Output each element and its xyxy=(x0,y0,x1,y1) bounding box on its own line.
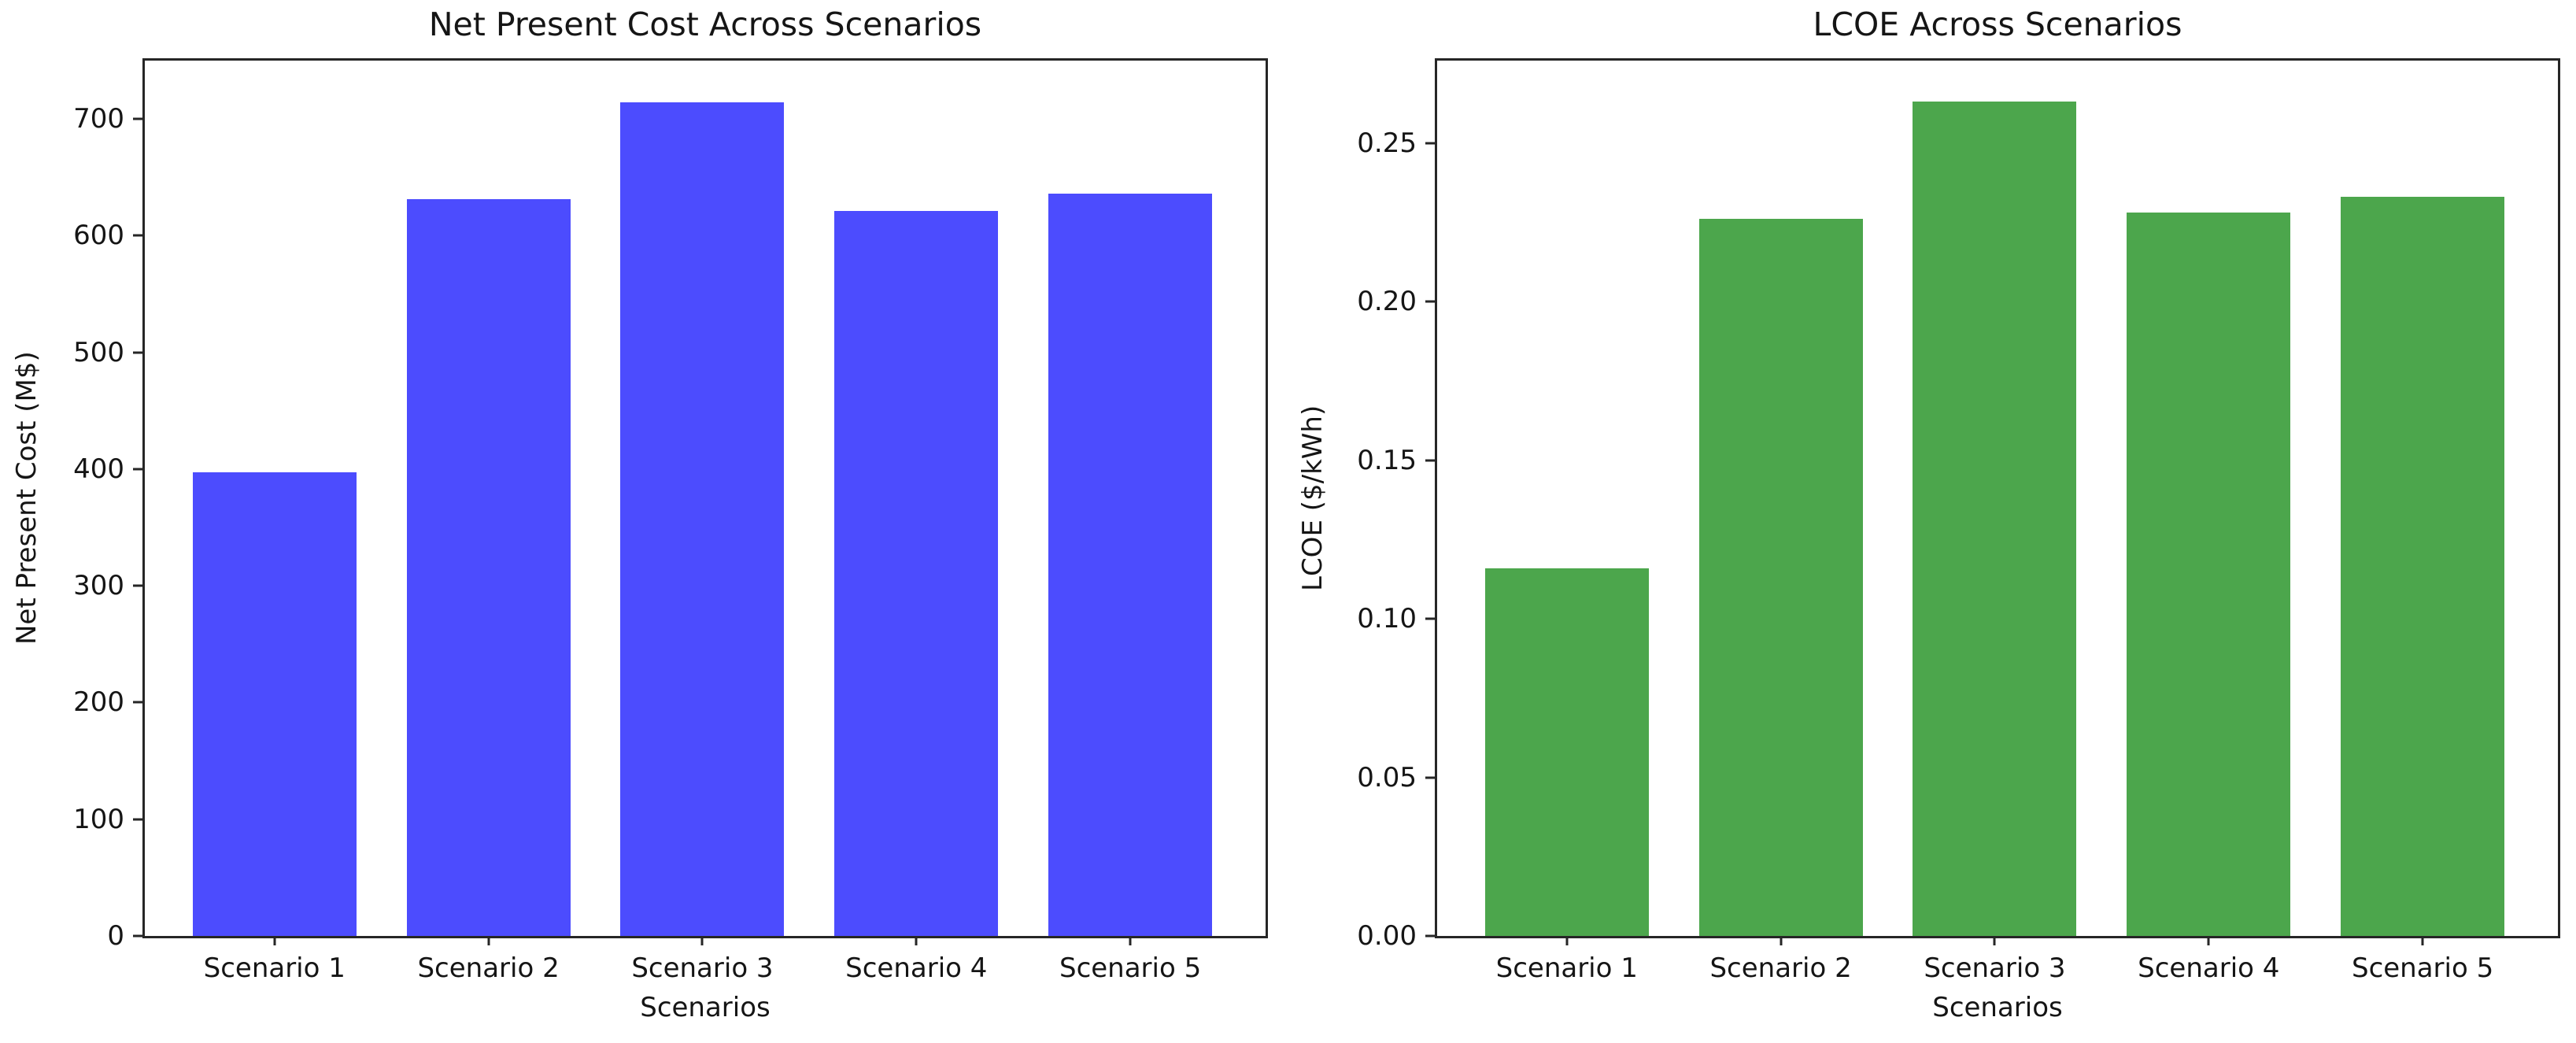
y-axis-label: LCOE ($/kWh) xyxy=(1297,405,1329,592)
bar-scenario-4 xyxy=(2127,213,2291,936)
y-tick-label: 0.10 xyxy=(1357,603,1417,635)
x-tick-label-scenario-4: Scenario 4 xyxy=(845,952,988,984)
y-tick-mark xyxy=(133,584,142,587)
x-tick-label-scenario-1: Scenario 1 xyxy=(203,952,346,984)
bar-scenario-5 xyxy=(1048,194,1213,936)
x-tick-mark xyxy=(1993,936,1996,945)
bar-scenario-3 xyxy=(620,102,785,936)
y-tick-label: 0.15 xyxy=(1357,444,1417,476)
bar-scenario-2 xyxy=(406,199,571,936)
x-tick-mark xyxy=(2207,936,2210,945)
y-tick-mark xyxy=(133,818,142,821)
y-tick-mark xyxy=(1425,459,1435,462)
y-tick-label: 500 xyxy=(73,336,124,368)
y-tick-mark xyxy=(133,468,142,471)
plot-area: 0 100 200 300 400 500 600 700 Scenario 1 Scenario… xyxy=(73,58,1268,983)
x-tick-label-scenario-5: Scenario 5 xyxy=(2351,952,2494,984)
y-tick-mark xyxy=(1425,617,1435,620)
x-tick-mark xyxy=(1780,936,1783,945)
bar-scenario-2 xyxy=(1698,219,1863,936)
y-tick-label: 0 xyxy=(107,920,124,952)
y-axis-label: Net Present Cost (M$) xyxy=(11,351,43,645)
bar-scenario-1 xyxy=(1484,568,1649,936)
x-tick-mark xyxy=(1129,936,1132,945)
y-tick-mark xyxy=(1425,300,1435,303)
x-tick-mark xyxy=(487,936,490,945)
y-tick-label: 100 xyxy=(73,803,124,835)
y-tick-mark xyxy=(133,701,142,704)
y-tick-mark xyxy=(1425,776,1435,779)
bar-scenario-3 xyxy=(1913,102,2077,936)
x-tick-label-scenario-5: Scenario 5 xyxy=(1059,952,1202,984)
chart-title: Net Present Cost Across Scenarios xyxy=(428,6,982,43)
x-axis-label: Scenarios xyxy=(640,992,771,1023)
y-tick-mark xyxy=(133,934,142,938)
y-tick-label: 0.20 xyxy=(1357,286,1417,318)
x-tick-mark xyxy=(2421,936,2424,945)
x-tick-mark xyxy=(915,936,918,945)
y-tick-mark xyxy=(133,117,142,120)
y-tick-mark xyxy=(1425,142,1435,145)
x-tick-mark xyxy=(700,936,704,945)
y-tick-label: 0.25 xyxy=(1357,127,1417,159)
x-tick-mark xyxy=(273,936,276,945)
y-tick-label: 700 xyxy=(73,103,124,135)
x-tick-label-scenario-2: Scenario 2 xyxy=(1709,952,1852,984)
chart-title: LCOE Across Scenarios xyxy=(1813,6,2182,43)
bar-scenario-5 xyxy=(2341,197,2505,936)
plot-area: 0.00 0.05 0.10 0.15 0.20 0.25 Scenario 1 Scenar… xyxy=(1357,58,2560,983)
y-tick-label: 0.05 xyxy=(1357,761,1417,793)
y-tick-label: 600 xyxy=(73,220,124,252)
y-tick-mark xyxy=(1425,934,1435,938)
x-tick-label-scenario-1: Scenario 1 xyxy=(1495,952,1638,984)
bar-scenario-1 xyxy=(192,472,357,936)
x-tick-label-scenario-3: Scenario 3 xyxy=(631,952,774,984)
y-tick-mark xyxy=(133,351,142,354)
x-tick-mark xyxy=(1565,936,1569,945)
x-tick-label-scenario-2: Scenario 2 xyxy=(417,952,560,984)
y-tick-label: 300 xyxy=(73,570,124,602)
y-tick-label: 200 xyxy=(73,686,124,719)
bar-scenario-4 xyxy=(834,211,999,936)
x-tick-label-scenario-4: Scenario 4 xyxy=(2138,952,2280,984)
x-axis-label: Scenarios xyxy=(1932,992,2063,1023)
x-tick-label-scenario-3: Scenario 3 xyxy=(1924,952,2066,984)
y-tick-label: 400 xyxy=(73,453,124,485)
y-tick-mark xyxy=(133,234,142,237)
y-tick-label: 0.00 xyxy=(1357,920,1417,952)
